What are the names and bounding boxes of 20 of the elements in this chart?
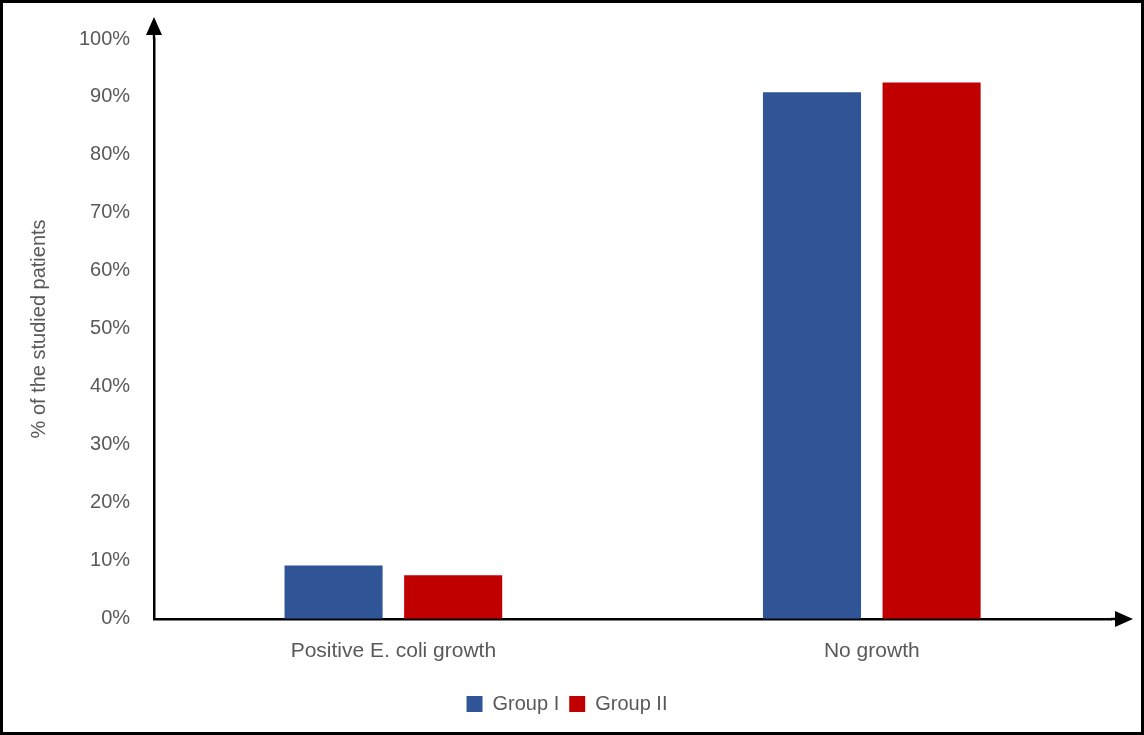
bar — [882, 82, 981, 619]
y-tick-label: 40% — [90, 374, 131, 397]
y-tick-label: 70% — [90, 200, 131, 223]
y-tick-label: 100% — [79, 26, 131, 49]
y-tick-label: 0% — [101, 606, 131, 629]
y-tick-label: 30% — [90, 432, 131, 455]
y-tick-label: 50% — [90, 316, 131, 339]
bar — [762, 92, 862, 619]
y-tick-label: 20% — [90, 490, 131, 513]
y-axis-title: % of the studied patients — [26, 219, 49, 439]
legend-label: Group I — [492, 691, 560, 714]
bar — [284, 565, 383, 619]
y-tick-label: 10% — [90, 548, 131, 571]
x-tick-label: No growth — [823, 638, 920, 662]
y-tick-label: 90% — [90, 84, 131, 107]
bar — [404, 575, 503, 619]
y-tick-label: 60% — [90, 258, 131, 281]
y-tick-label: 80% — [90, 142, 131, 165]
legend-label: Group II — [595, 691, 668, 714]
x-tick-label: Positive E. coli growth — [290, 638, 497, 662]
